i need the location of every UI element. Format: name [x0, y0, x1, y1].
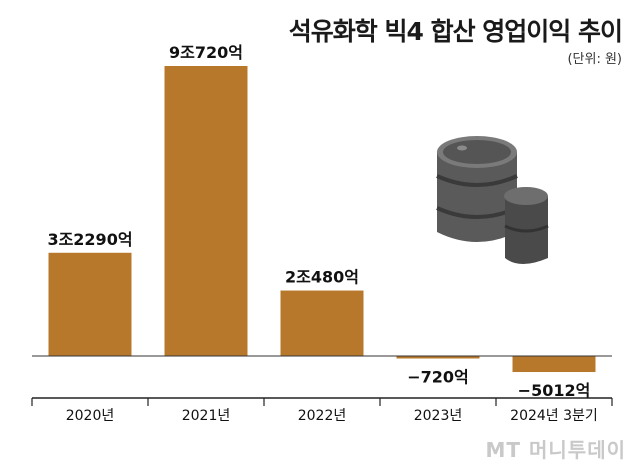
data-label-2023년: −720억 [407, 368, 469, 387]
data-label-2022년: 2조480억 [285, 268, 359, 287]
x-tick-label-2023년: 2023년 [414, 408, 463, 424]
watermark: MT 머니투데이 [485, 438, 626, 462]
oil-barrel-icon [436, 136, 549, 264]
x-tick-label-2022년: 2022년 [298, 408, 347, 424]
bar-2023년 [396, 356, 480, 359]
data-label-2021년: 9조720억 [169, 43, 243, 62]
bar-2020년 [48, 252, 132, 356]
unit-note: (단위: 원) [567, 52, 622, 67]
x-tick-label-2021년: 2021년 [182, 408, 231, 424]
x-tick-label-2020년: 2020년 [66, 408, 115, 424]
bar-2022년 [280, 290, 364, 356]
x-tick-label-2024년 3분기: 2024년 3분기 [510, 408, 598, 424]
chart-title: 석유화학 빅4 합산 영업이익 추이 [288, 17, 623, 46]
data-label-2024년 3분기: −5012억 [518, 381, 591, 400]
bar-2024년 3분기 [512, 356, 596, 373]
bar-2021년 [164, 66, 248, 356]
data-label-2020년: 3조2290억 [47, 230, 132, 249]
